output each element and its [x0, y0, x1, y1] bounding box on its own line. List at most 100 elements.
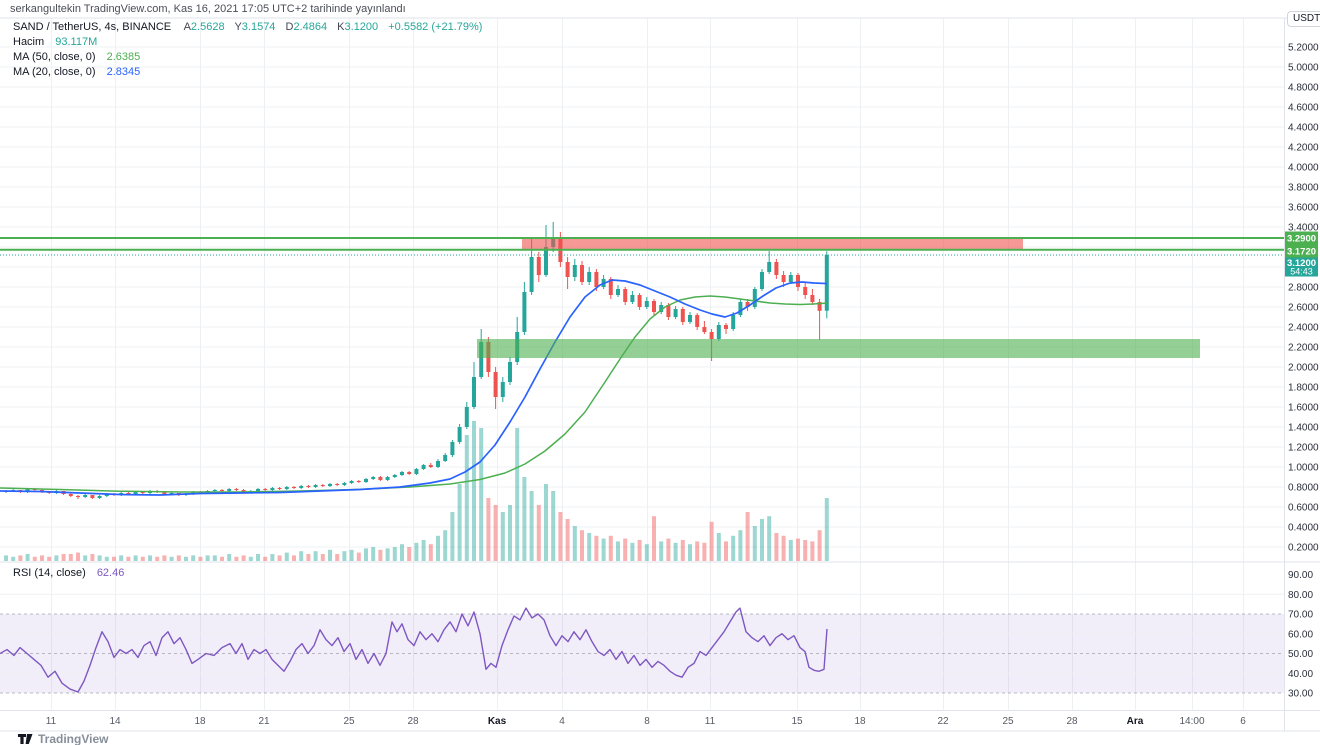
volume-bar: [25, 554, 30, 561]
volume-bar: [788, 540, 793, 561]
volume-bar: [450, 512, 455, 561]
rsi-axis-label: 60.00: [1288, 629, 1313, 640]
volume-bar: [320, 554, 325, 561]
candle-body: [788, 275, 793, 282]
rsi-axis-label: 70.00: [1288, 610, 1313, 621]
volume-bar: [500, 512, 505, 561]
volume-bar: [536, 505, 541, 561]
price-axis-label: 4.6000: [1288, 103, 1319, 114]
change-value: +0.5582 (+21.79%): [388, 21, 483, 33]
volume-bar: [522, 477, 527, 561]
candle-body: [220, 490, 224, 491]
volume-bar: [32, 556, 37, 561]
volume-bar: [371, 547, 376, 561]
rsi-axis-label: 90.00: [1288, 570, 1313, 581]
open-value: A2.5628: [183, 21, 225, 33]
time-axis-label: 28: [1066, 716, 1078, 727]
time-axis-label: 28: [407, 716, 419, 727]
volume-bar: [817, 530, 822, 561]
volume-bar: [745, 512, 750, 561]
candle-body: [522, 292, 527, 332]
volume-bar: [464, 435, 469, 561]
volume-legend-row[interactable]: Hacim 93.117M: [13, 35, 482, 49]
volume-bar: [493, 505, 498, 561]
last-price-badge: [1285, 257, 1318, 277]
volume-bar: [551, 491, 556, 561]
candle-body: [529, 257, 534, 292]
candle-body: [565, 262, 570, 277]
volume-bar: [803, 540, 808, 561]
candle-body: [587, 272, 592, 282]
time-axis-label: Kas: [488, 716, 507, 727]
candle-body: [580, 265, 584, 282]
candle-body: [328, 484, 332, 486]
supply-zone[interactable]: [522, 238, 1023, 250]
ma20-legend-row[interactable]: MA (20, close, 0) 2.8345: [13, 65, 482, 79]
ma20-value: 2.8345: [106, 66, 141, 78]
candle-body: [803, 287, 808, 295]
symbol-title[interactable]: SAND / TetherUS, 4s, BINANCE: [13, 21, 172, 33]
candle-body: [500, 382, 505, 397]
volume-bar: [630, 542, 635, 561]
volume-bar: [169, 556, 174, 561]
time-axis-label: 21: [258, 716, 270, 727]
candle-body: [702, 327, 707, 332]
volume-bar: [580, 530, 584, 561]
volume-bar: [299, 551, 304, 561]
candle-body: [781, 275, 786, 282]
volume-bar: [666, 538, 671, 561]
price-axis-label: 4.8000: [1288, 83, 1319, 94]
candle-body: [472, 377, 476, 407]
ma50-value: 2.6385: [106, 51, 141, 63]
volume-label: Hacim: [13, 36, 45, 48]
volume-bar: [479, 428, 484, 561]
candle-body: [270, 488, 275, 490]
candle-body: [392, 475, 397, 477]
currency-usdt-button[interactable]: USDT: [1287, 11, 1320, 27]
volume-bar: [306, 554, 311, 561]
price-axis-label: 3.4000: [1288, 223, 1319, 234]
bar-countdown-text: 54:43: [1290, 267, 1313, 277]
ma50-legend-row[interactable]: MA (50, close, 0) 2.6385: [13, 50, 482, 64]
price-level-badge: [1285, 231, 1318, 245]
demand-zone[interactable]: [477, 339, 1200, 358]
rsi-label: RSI (14, close): [13, 567, 86, 579]
volume-bar: [587, 533, 592, 561]
volume-bar: [709, 521, 714, 561]
volume-bar: [623, 538, 628, 561]
volume-bar: [731, 535, 736, 561]
volume-bar: [486, 498, 491, 561]
volume-bar: [220, 556, 224, 561]
ma50-label: MA (50, close, 0): [13, 51, 96, 63]
candle-body: [97, 496, 102, 498]
tradingview-footer[interactable]: TradingView: [18, 732, 108, 745]
candle-body: [536, 257, 541, 275]
time-axis-label: 6: [1240, 716, 1246, 727]
symbol-legend-row[interactable]: SAND / TetherUS, 4s, BINANCE A2.5628 Y3.…: [13, 20, 482, 34]
volume-bar: [212, 555, 217, 561]
volume-bar: [18, 555, 23, 561]
time-axis-label: 25: [343, 716, 355, 727]
volume-bar: [774, 533, 779, 561]
volume-bar: [126, 556, 131, 561]
high-label: Y: [234, 21, 242, 33]
price-axis-label: 2.2000: [1288, 343, 1319, 354]
candle-body: [385, 477, 390, 480]
rsi-legend-row[interactable]: RSI (14, close) 62.46: [13, 567, 124, 579]
volume-bar: [752, 526, 757, 561]
volume-bar: [781, 535, 786, 561]
volume-bar: [659, 541, 664, 561]
candle-body: [752, 289, 757, 307]
volume-bar: [349, 549, 354, 561]
volume-bar: [673, 542, 678, 561]
price-axis-label: 1.0000: [1288, 463, 1319, 474]
price-axis-label: 3.6000: [1288, 203, 1319, 214]
low-value: D2.4864: [285, 21, 328, 33]
volume-bar: [11, 556, 16, 561]
candle-body: [666, 305, 671, 317]
rsi-axis-label: 80.00: [1288, 590, 1313, 601]
candle-body: [256, 489, 260, 491]
volume-bar: [248, 556, 253, 561]
volume-bar: [364, 548, 368, 561]
